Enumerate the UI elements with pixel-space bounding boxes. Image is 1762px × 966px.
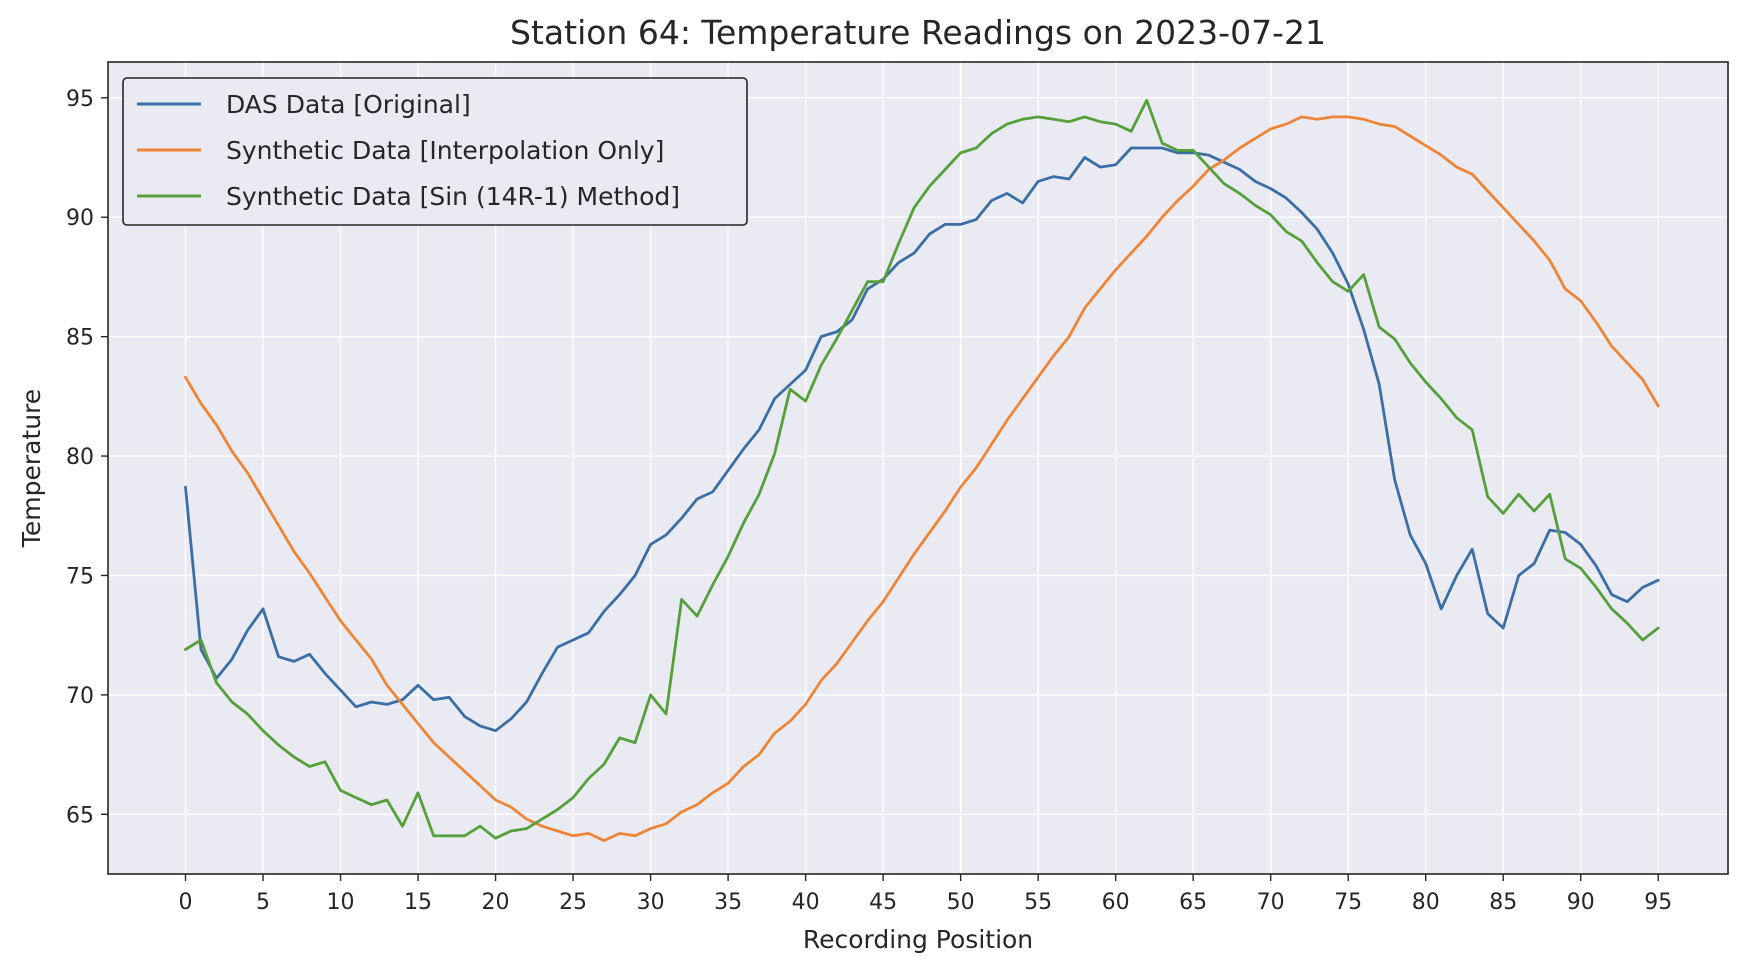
x-tick-label: 15 <box>404 890 432 915</box>
x-tick-label: 90 <box>1567 890 1595 915</box>
x-tick-label: 0 <box>179 890 193 915</box>
legend-box <box>122 77 748 226</box>
x-tick-label: 70 <box>1257 890 1285 915</box>
x-tick-label: 45 <box>869 890 897 915</box>
y-tick-label: 85 <box>66 326 94 351</box>
series-line <box>184 115 1660 842</box>
legend-label: DAS Data [Original] <box>226 90 471 119</box>
y-tick-label: 65 <box>66 803 94 828</box>
y-tick-label: 70 <box>66 684 94 709</box>
legend: DAS Data [Original] Synthetic Data [Inter… <box>122 77 748 226</box>
series-line <box>184 98 1660 840</box>
y-tick-label: 75 <box>66 564 94 589</box>
x-tick-label: 80 <box>1412 890 1440 915</box>
x-tick-label: 5 <box>256 890 270 915</box>
x-tick-label: 65 <box>1179 890 1207 915</box>
axis-ticks: 0 5 10 15 20 25 30 35 40 45 50 55 60 65 70 75 80 85 90 95 65… <box>66 87 1672 915</box>
series-lines <box>184 98 1660 842</box>
y-tick-label: 80 <box>66 445 94 470</box>
x-tick-label: 50 <box>947 890 975 915</box>
x-tick-label: 40 <box>792 890 820 915</box>
x-tick-label: 85 <box>1489 890 1517 915</box>
x-tick-label: 20 <box>482 890 510 915</box>
series-line <box>184 146 1660 733</box>
x-axis-label: Recording Position <box>803 925 1033 954</box>
legend-label: Synthetic Data [Interpolation Only] <box>226 136 664 165</box>
plot-frame <box>107 61 1729 875</box>
x-tick-label: 95 <box>1644 890 1672 915</box>
y-tick-label: 90 <box>66 206 94 231</box>
x-tick-label: 30 <box>637 890 665 915</box>
x-tick-label: 35 <box>714 890 742 915</box>
x-tick-label: 55 <box>1024 890 1052 915</box>
chart-title: Station 64: Temperature Readings on 2023… <box>510 13 1326 52</box>
y-axis-label: Temperature <box>17 389 46 548</box>
x-tick-label: 25 <box>559 890 587 915</box>
x-tick-label: 60 <box>1102 890 1130 915</box>
y-tick-label: 95 <box>66 87 94 112</box>
x-tick-label: 10 <box>327 890 355 915</box>
legend-label: Synthetic Data [Sin (14R-1) Method] <box>226 182 680 211</box>
x-tick-label: 75 <box>1334 890 1362 915</box>
